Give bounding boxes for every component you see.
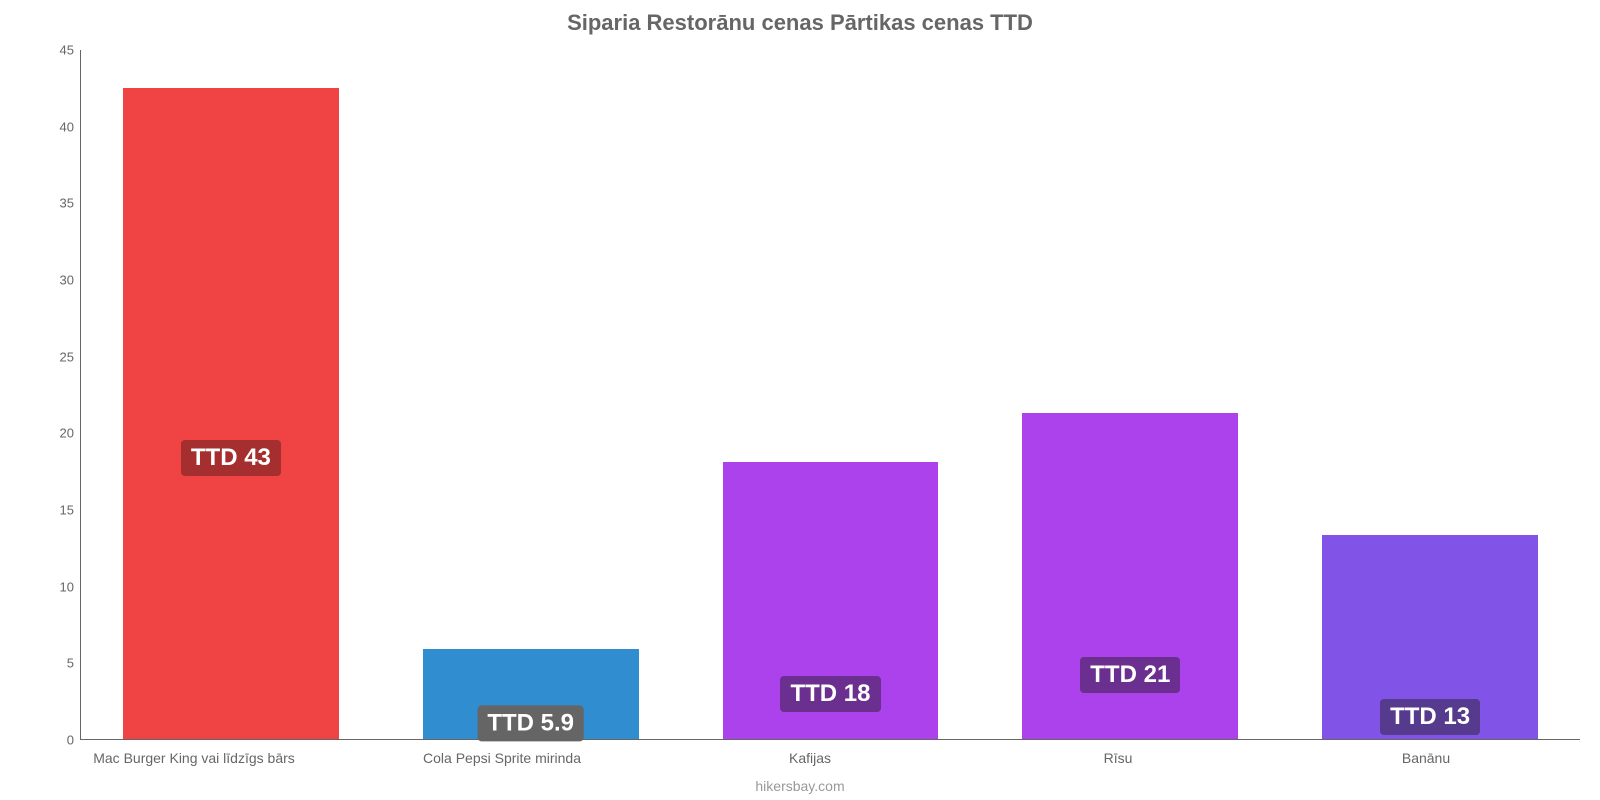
x-axis-labels: Mac Burger King vai līdzīgs bārs Cola Pep… xyxy=(40,750,1580,770)
y-tick: 15 xyxy=(60,503,74,518)
y-tick: 0 xyxy=(67,733,74,748)
bar: TTD 5.9 xyxy=(423,649,639,739)
y-tick: 10 xyxy=(60,579,74,594)
y-tick: 45 xyxy=(60,43,74,58)
bar-value-label: TTD 43 xyxy=(181,440,281,476)
plot-area: TTD 43 TTD 5.9 TTD 18 TTD 21 TTD 13 xyxy=(80,50,1580,740)
y-tick: 25 xyxy=(60,349,74,364)
bar-value-label: TTD 5.9 xyxy=(477,706,584,742)
bar-slot: TTD 18 xyxy=(681,50,981,739)
bar-slot: TTD 21 xyxy=(980,50,1280,739)
y-tick: 30 xyxy=(60,273,74,288)
attribution-text: hikersbay.com xyxy=(0,778,1600,794)
x-label: Mac Burger King vai līdzīgs bārs xyxy=(93,750,295,766)
bar: TTD 18 xyxy=(723,462,939,739)
y-tick: 20 xyxy=(60,426,74,441)
y-tick: 5 xyxy=(67,656,74,671)
bar: TTD 43 xyxy=(123,88,339,739)
bar: TTD 13 xyxy=(1322,535,1538,739)
x-label: Rīsu xyxy=(1104,750,1133,766)
y-tick: 40 xyxy=(60,119,74,134)
y-tick: 35 xyxy=(60,196,74,211)
x-label: Kafijas xyxy=(789,750,831,766)
bar-slot: TTD 43 xyxy=(81,50,381,739)
chart-title: Siparia Restorānu cenas Pārtikas cenas T… xyxy=(0,0,1600,36)
bar-value-label: TTD 13 xyxy=(1380,699,1480,735)
bar-value-label: TTD 21 xyxy=(1080,657,1180,693)
chart-area: 051015202530354045 TTD 43TTD 5.9TTD 18TT… xyxy=(40,50,1580,740)
bar: TTD 21 xyxy=(1022,413,1238,739)
x-label: Banānu xyxy=(1402,750,1450,766)
x-label: Cola Pepsi Sprite mirinda xyxy=(423,750,581,766)
bar-slot: TTD 5.9 xyxy=(381,50,681,739)
bar-slot: TTD 13 xyxy=(1280,50,1580,739)
bar-value-label: TTD 18 xyxy=(780,676,880,712)
y-axis: 051015202530354045 xyxy=(40,50,80,740)
